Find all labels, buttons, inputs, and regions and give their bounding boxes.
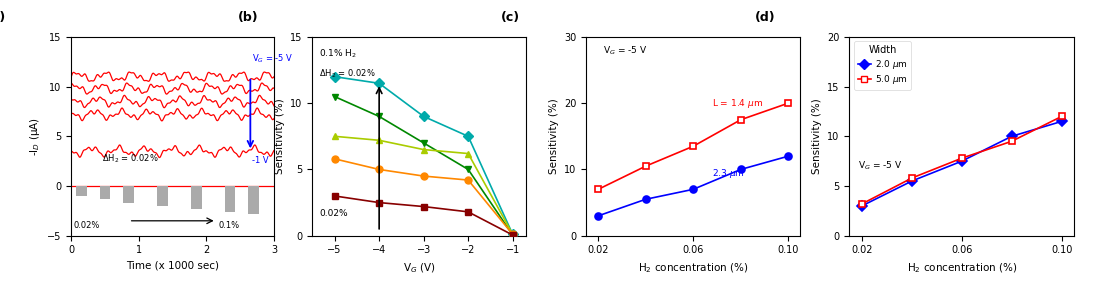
Bar: [76, 186, 87, 196]
Legend: 2.0 $\mu$m, 5.0 $\mu$m: 2.0 $\mu$m, 5.0 $\mu$m: [854, 41, 911, 90]
Text: (a): (a): [0, 11, 7, 24]
Y-axis label: Sensitivity (%): Sensitivity (%): [275, 99, 285, 174]
Text: 0.1% H$_2$: 0.1% H$_2$: [319, 48, 357, 60]
Bar: [100, 186, 111, 199]
Text: V$_G$ = -5 V: V$_G$ = -5 V: [858, 160, 903, 172]
Text: V$_G$ = -5 V: V$_G$ = -5 V: [252, 53, 294, 65]
Text: $\Delta$H$_2$ = 0.02%: $\Delta$H$_2$ = 0.02%: [102, 152, 158, 165]
Text: 2.3 $\mu$m: 2.3 $\mu$m: [712, 167, 745, 180]
Text: (d): (d): [755, 11, 776, 24]
X-axis label: H$_2$ concentration (%): H$_2$ concentration (%): [906, 261, 1017, 275]
Y-axis label: -I$_D$ (μA): -I$_D$ (μA): [27, 117, 42, 156]
Bar: [191, 186, 202, 209]
X-axis label: Time (x 1000 sec): Time (x 1000 sec): [126, 261, 219, 271]
Text: 0.02%: 0.02%: [73, 221, 100, 230]
X-axis label: V$_G$ (V): V$_G$ (V): [403, 261, 435, 275]
X-axis label: H$_2$ concentration (%): H$_2$ concentration (%): [638, 261, 749, 275]
Text: L = 1.4 $\mu$m: L = 1.4 $\mu$m: [712, 97, 764, 110]
Text: (b): (b): [238, 11, 259, 24]
Text: -1 V: -1 V: [252, 156, 269, 165]
Bar: [157, 186, 168, 206]
Bar: [249, 186, 259, 214]
Text: (c): (c): [501, 11, 520, 24]
Bar: [225, 186, 236, 212]
Text: $\Delta$H$_2$ = 0.02%: $\Delta$H$_2$ = 0.02%: [319, 68, 376, 80]
Text: V$_G$ = -5 V: V$_G$ = -5 V: [603, 45, 648, 57]
Text: 0.1%: 0.1%: [218, 221, 240, 230]
Y-axis label: Sensitivity (%): Sensitivity (%): [812, 99, 822, 174]
Text: 0.02%: 0.02%: [319, 209, 347, 218]
Bar: [123, 186, 134, 203]
Y-axis label: Sensitivity (%): Sensitivity (%): [549, 99, 559, 174]
